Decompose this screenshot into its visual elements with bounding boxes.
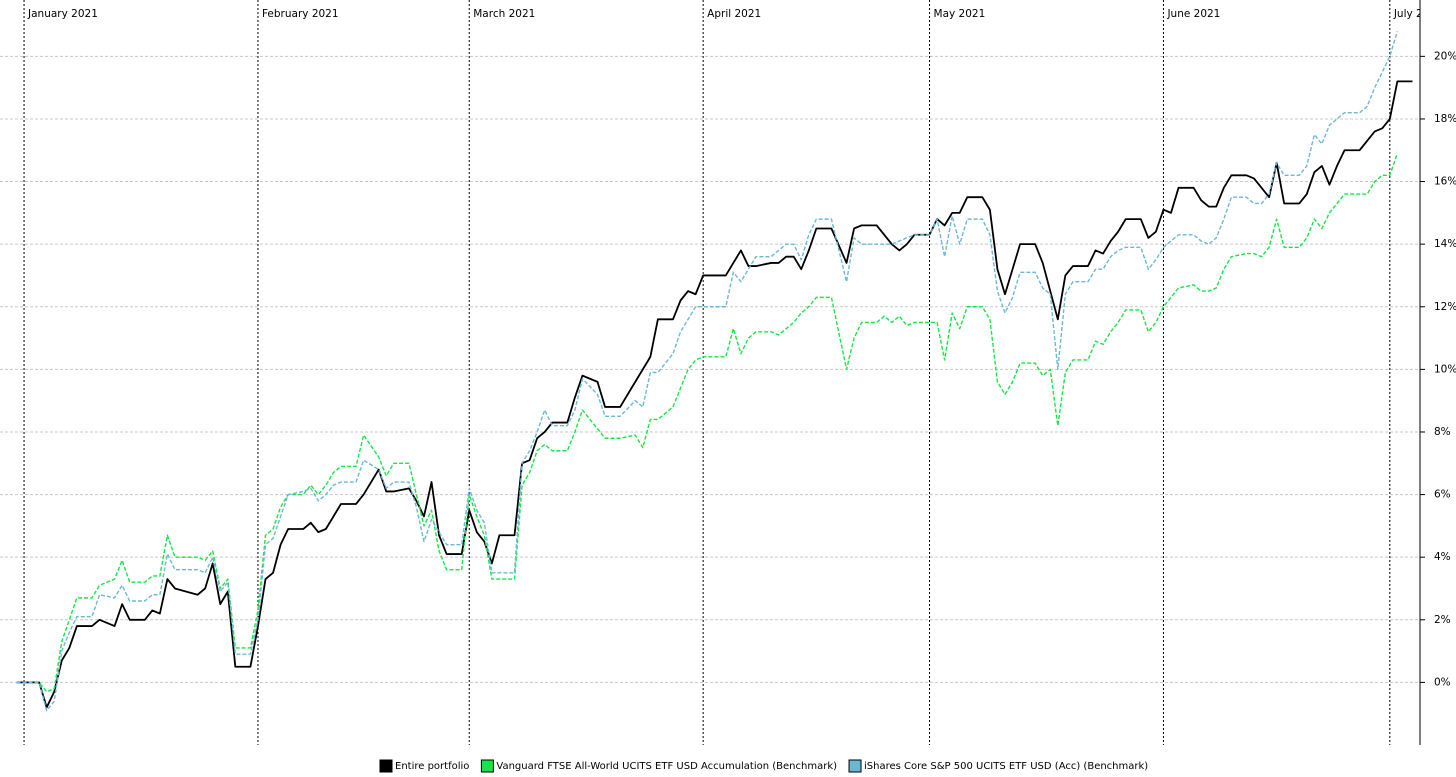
axes: 0% 2% 4% 6% 8% 10% 12% 14% 16% 18% 20% [1419, 0, 1456, 745]
series-line [16, 31, 1399, 712]
legend-swatch [848, 759, 862, 773]
x-tick-label: April 2021 [707, 8, 761, 20]
x-tick-label: January 2021 [27, 8, 98, 20]
y-tick-label: 12% [1434, 301, 1456, 313]
y-tick-label: 18% [1434, 113, 1456, 125]
x-tick-label: July 2021 [1393, 8, 1443, 20]
x-tick-label: March 2021 [473, 8, 535, 20]
y-tick-label: 8% [1434, 426, 1451, 438]
series-line [16, 80, 1413, 709]
y-tick-label: 20% [1434, 50, 1456, 62]
y-tick-label: 14% [1434, 238, 1456, 250]
x-tick-label: June 2021 [1166, 8, 1220, 20]
y-tick-label: 4% [1434, 551, 1451, 563]
y-tick-label: 10% [1434, 363, 1456, 375]
legend-label: Entire portfolio [395, 761, 469, 772]
y-tick-label: 16% [1434, 176, 1456, 188]
legend: Entire portfolio Vanguard FTSE All-World … [379, 759, 1148, 773]
legend-label: iShares Core S&P 500 UCITS ETF USD (Acc)… [864, 761, 1148, 772]
y-tick-label: 0% [1434, 676, 1451, 688]
series-line [16, 153, 1399, 693]
legend-label: Vanguard FTSE All-World UCITS ETF USD Ac… [496, 761, 837, 772]
plot-area: January 2021 February 2021 March 2021 April… [0, 0, 1443, 745]
y-tick-label: 2% [1434, 614, 1451, 626]
y-tick-label: 6% [1434, 489, 1451, 501]
x-tick-label: May 2021 [934, 8, 986, 20]
x-tick-label: February 2021 [262, 8, 339, 20]
legend-swatch [480, 759, 494, 773]
legend-swatch [379, 759, 393, 773]
